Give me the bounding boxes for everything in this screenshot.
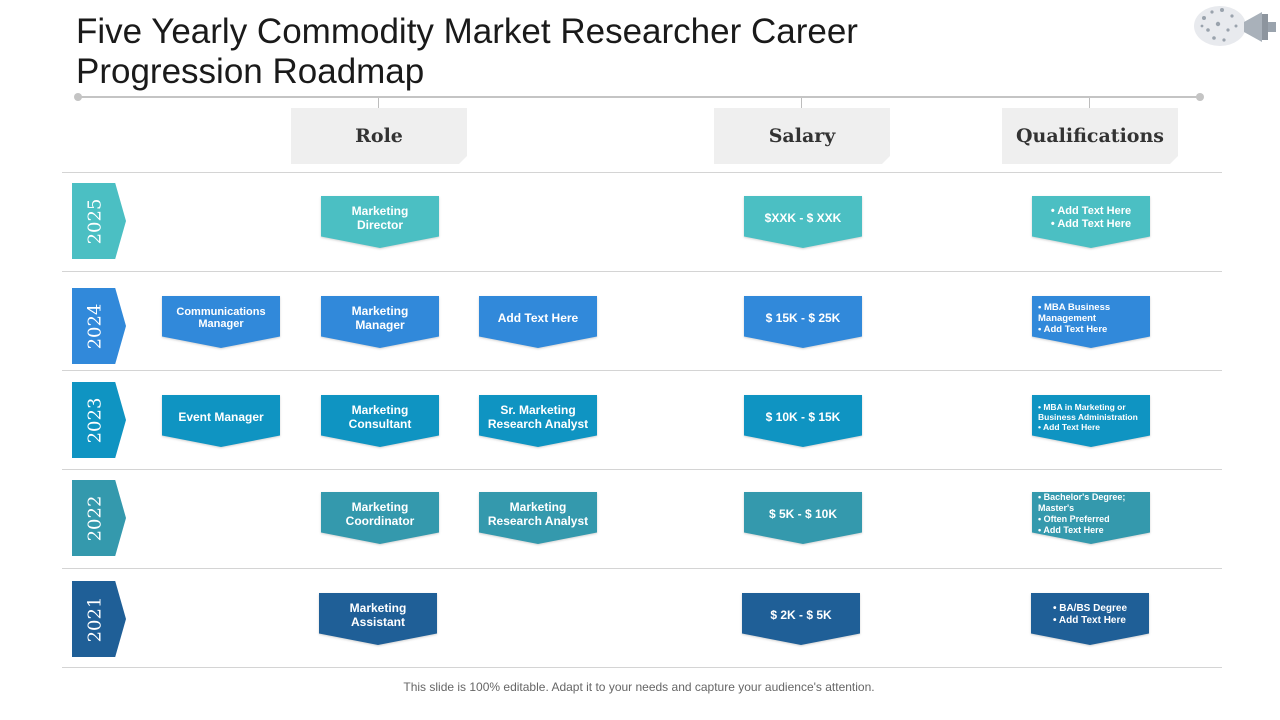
year-tab-2025: 2025 [72, 183, 126, 259]
salary-label: $ 15K - $ 25K [765, 311, 841, 325]
qualification-list: Add Text Here Add Text Here [1051, 205, 1131, 231]
role-card: Event Manager [162, 395, 280, 447]
role-card: Marketing Research Analyst [479, 492, 597, 544]
year-label: 2024 [84, 303, 106, 349]
role-card: Marketing Consultant [321, 395, 439, 447]
year-label: 2025 [84, 198, 106, 244]
qualification-list: MBA in Marketing or Business Administrat… [1038, 402, 1144, 432]
qualification-item: MBA in Marketing or Business Administrat… [1038, 402, 1144, 422]
qualification-item: MBA Business Management [1038, 302, 1144, 324]
role-card: Communications Manager [162, 296, 280, 348]
timeline-axis [78, 96, 1200, 98]
salary-card: $ 10K - $ 15K [744, 395, 862, 447]
role-label: Communications Manager [176, 306, 266, 330]
salary-card: $ 5K - $ 10K [744, 492, 862, 544]
role-card: Add Text Here [479, 296, 597, 348]
qualification-item: BA/BS Degree [1053, 603, 1127, 615]
year-tab-2023: 2023 [72, 382, 126, 458]
qualifications-tick [1089, 98, 1090, 108]
qualification-item: Add Text Here [1038, 324, 1144, 335]
year-label: 2023 [84, 397, 106, 443]
role-label: Marketing Research Analyst [487, 500, 589, 528]
qualification-card: Bachelor's Degree; Master's Often Prefer… [1032, 492, 1150, 544]
qualification-card: MBA in Marketing or Business Administrat… [1032, 395, 1150, 447]
salary-label: $ 5K - $ 10K [768, 507, 838, 521]
qualification-card: MBA Business Management Add Text Here [1032, 296, 1150, 348]
row-divider [62, 172, 1222, 173]
role-card: Marketing Manager [321, 296, 439, 348]
role-header: Role [291, 108, 467, 164]
role-label: Marketing Manager [351, 304, 409, 332]
salary-header: Salary [714, 108, 890, 164]
salary-label: $ 2K - $ 5K [770, 608, 832, 622]
year-tab-2021: 2021 [72, 581, 126, 657]
qualification-list: Bachelor's Degree; Master's Often Prefer… [1038, 492, 1144, 536]
role-card: Marketing Coordinator [321, 492, 439, 544]
year-label: 2022 [84, 495, 106, 541]
role-label: Event Manager [178, 410, 264, 424]
qualification-card: BA/BS Degree Add Text Here [1031, 593, 1149, 645]
qualification-card: Add Text Here Add Text Here [1032, 196, 1150, 248]
row-divider [62, 370, 1222, 371]
role-card: Marketing Director [321, 196, 439, 248]
salary-card: $ 15K - $ 25K [744, 296, 862, 348]
year-tab-2022: 2022 [72, 480, 126, 556]
year-tab-2024: 2024 [72, 288, 126, 364]
salary-tick [801, 98, 802, 108]
qualification-list: BA/BS Degree Add Text Here [1053, 603, 1127, 627]
role-tick [378, 98, 379, 108]
row-divider [62, 667, 1222, 668]
salary-label: $ 10K - $ 15K [765, 410, 841, 424]
qualifications-header: Qualifications [1002, 108, 1178, 164]
role-label: Marketing Coordinator [345, 500, 415, 528]
role-card: Marketing Assistant [319, 593, 437, 645]
megaphone-icon [1194, 6, 1276, 46]
salary-card: $ 2K - $ 5K [742, 593, 860, 645]
row-divider [62, 469, 1222, 470]
salary-label: $XXK - $ XXK [764, 211, 842, 225]
role-card: Sr. Marketing Research Analyst [479, 395, 597, 447]
role-label: Add Text Here [497, 311, 579, 325]
role-label: Marketing Consultant [348, 403, 412, 431]
page-title: Five Yearly Commodity Market Researcher … [76, 12, 858, 91]
qualification-item: Often Preferred [1038, 514, 1144, 525]
qualification-item: Add Text Here [1038, 422, 1144, 432]
qualification-item: Bachelor's Degree; Master's [1038, 492, 1144, 514]
row-divider [62, 271, 1222, 272]
salary-card: $XXK - $ XXK [744, 196, 862, 248]
qualification-item: Add Text Here [1038, 525, 1144, 536]
role-label: Marketing Director [351, 204, 409, 232]
timeline-start-dot [74, 93, 82, 101]
row-divider [62, 568, 1222, 569]
qualification-item: Add Text Here [1053, 615, 1127, 627]
year-label: 2021 [84, 596, 106, 642]
qualification-list: MBA Business Management Add Text Here [1038, 302, 1144, 335]
role-label: Marketing Assistant [349, 601, 407, 629]
footer-note: This slide is 100% editable. Adapt it to… [403, 680, 875, 694]
qualification-item: Add Text Here [1051, 218, 1131, 231]
role-label: Sr. Marketing Research Analyst [487, 403, 589, 431]
qualification-item: Add Text Here [1051, 205, 1131, 218]
timeline-end-dot [1196, 93, 1204, 101]
